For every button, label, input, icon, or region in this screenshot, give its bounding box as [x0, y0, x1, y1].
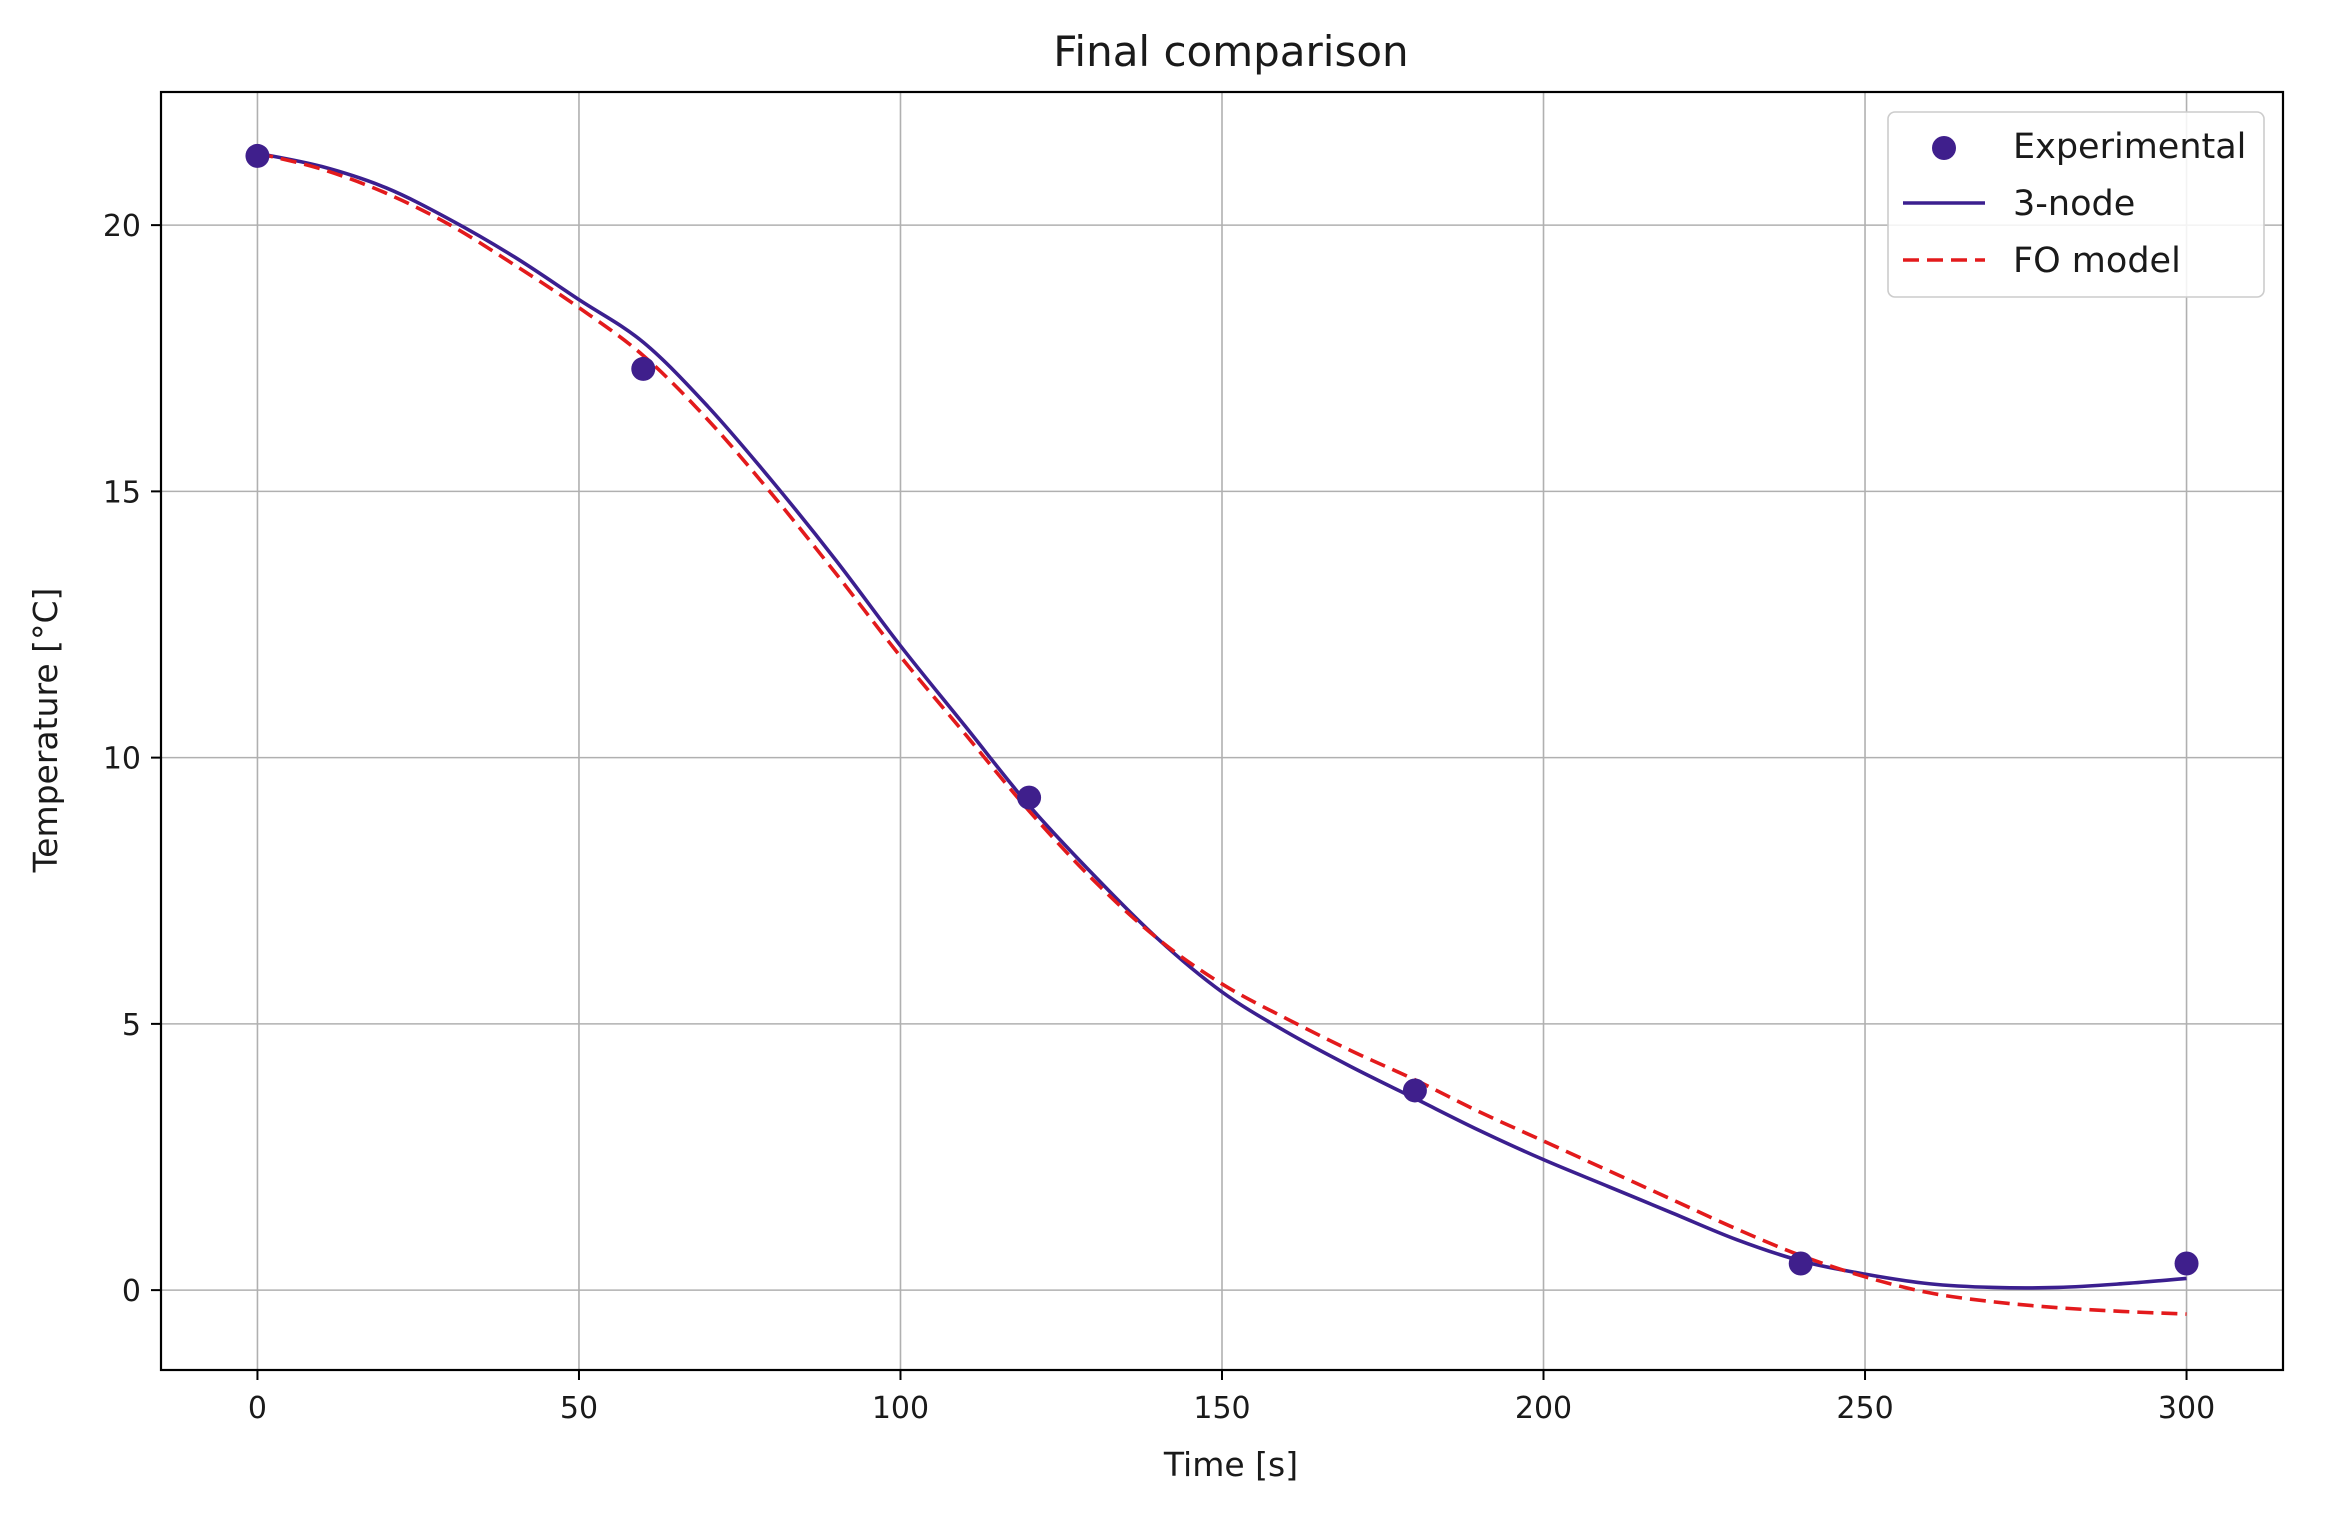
legend-label-fo-model: FO model [2013, 241, 2181, 281]
series-line-fo-model [257, 151, 2187, 1316]
x-tick-label: 0 [248, 1391, 267, 1426]
x-tick-label: 50 [560, 1391, 598, 1426]
x-tick-label: 200 [1515, 1391, 1572, 1426]
x-tick-label: 150 [1193, 1391, 1250, 1426]
legend-label-experimental: Experimental [2013, 127, 2246, 167]
x-axis-label: Time [s] [1163, 1445, 1298, 1484]
experimental-point [1788, 1251, 1813, 1276]
experimental-point [631, 356, 656, 381]
experimental-point [245, 143, 270, 168]
experimental-point [1017, 785, 1042, 810]
y-tick-label: 20 [103, 209, 141, 244]
series-layer [245, 143, 2199, 1316]
ticks: 0 50 100 150 200 250 300 0 5 10 15 20 [103, 209, 2215, 1426]
x-tick-label: 250 [1836, 1391, 1893, 1426]
experimental-point [1402, 1078, 1427, 1103]
chart-title: Final comparison [1053, 27, 1408, 76]
x-tick-label: 100 [872, 1391, 929, 1426]
y-tick-label: 10 [103, 742, 141, 777]
legend-box [1887, 111, 2265, 298]
legend: Experimental 3-node FO model [1887, 111, 2265, 298]
legend-label-3-node: 3-node [2013, 184, 2135, 224]
y-tick-label: 0 [122, 1274, 141, 1309]
x-tick-label: 300 [2158, 1391, 2215, 1426]
experimental-point [2174, 1251, 2199, 1276]
legend-marker-experimental [1932, 136, 1956, 160]
y-axis-label: Temperature [°C] [26, 588, 65, 874]
y-tick-label: 15 [103, 475, 141, 510]
y-tick-label: 5 [122, 1008, 141, 1043]
grid [161, 92, 2283, 1370]
